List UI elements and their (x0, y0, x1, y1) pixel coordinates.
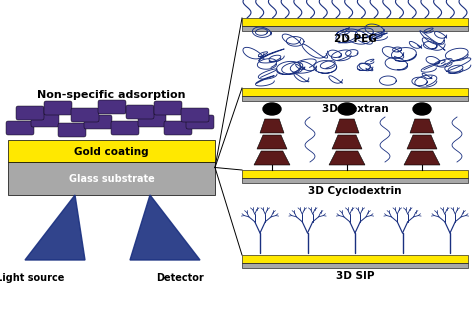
Bar (8, 140, 215, 162)
FancyBboxPatch shape (71, 108, 99, 122)
Bar (242, 18, 468, 26)
Polygon shape (335, 119, 359, 133)
Polygon shape (329, 151, 365, 165)
Text: Light source: Light source (0, 273, 64, 283)
Polygon shape (407, 135, 437, 149)
Ellipse shape (338, 103, 356, 115)
FancyBboxPatch shape (164, 121, 192, 135)
Polygon shape (25, 195, 85, 260)
Text: Gold coating: Gold coating (74, 147, 149, 157)
FancyBboxPatch shape (111, 121, 139, 135)
Ellipse shape (263, 103, 281, 115)
Text: 3D SIP: 3D SIP (336, 271, 374, 281)
Polygon shape (257, 135, 287, 149)
Polygon shape (254, 151, 290, 165)
FancyBboxPatch shape (138, 113, 166, 127)
Bar (242, 170, 468, 178)
Polygon shape (260, 119, 284, 133)
Bar (242, 96, 468, 101)
FancyBboxPatch shape (126, 105, 154, 119)
Text: Glass substrate: Glass substrate (69, 174, 154, 185)
FancyBboxPatch shape (154, 101, 182, 115)
FancyBboxPatch shape (186, 115, 214, 129)
FancyBboxPatch shape (6, 121, 34, 135)
Text: 3D Cyclodextrin: 3D Cyclodextrin (308, 186, 402, 196)
FancyBboxPatch shape (181, 108, 209, 122)
Bar (242, 263, 468, 268)
FancyBboxPatch shape (31, 113, 59, 127)
Bar (242, 255, 468, 263)
Text: Detector: Detector (156, 273, 204, 283)
FancyBboxPatch shape (58, 123, 86, 137)
Polygon shape (130, 195, 200, 260)
FancyBboxPatch shape (84, 115, 112, 129)
Bar (242, 178, 468, 183)
Polygon shape (410, 119, 434, 133)
Polygon shape (404, 151, 440, 165)
FancyBboxPatch shape (44, 101, 72, 115)
Ellipse shape (413, 103, 431, 115)
Polygon shape (332, 135, 362, 149)
Bar (242, 88, 468, 96)
Bar (8, 162, 215, 195)
Text: Non-specific adsorption: Non-specific adsorption (37, 90, 186, 100)
Bar (242, 26, 468, 31)
Text: 2D PEG: 2D PEG (333, 34, 377, 44)
FancyBboxPatch shape (98, 100, 126, 114)
Text: 3D Dextran: 3D Dextran (322, 104, 388, 114)
FancyBboxPatch shape (16, 106, 44, 120)
